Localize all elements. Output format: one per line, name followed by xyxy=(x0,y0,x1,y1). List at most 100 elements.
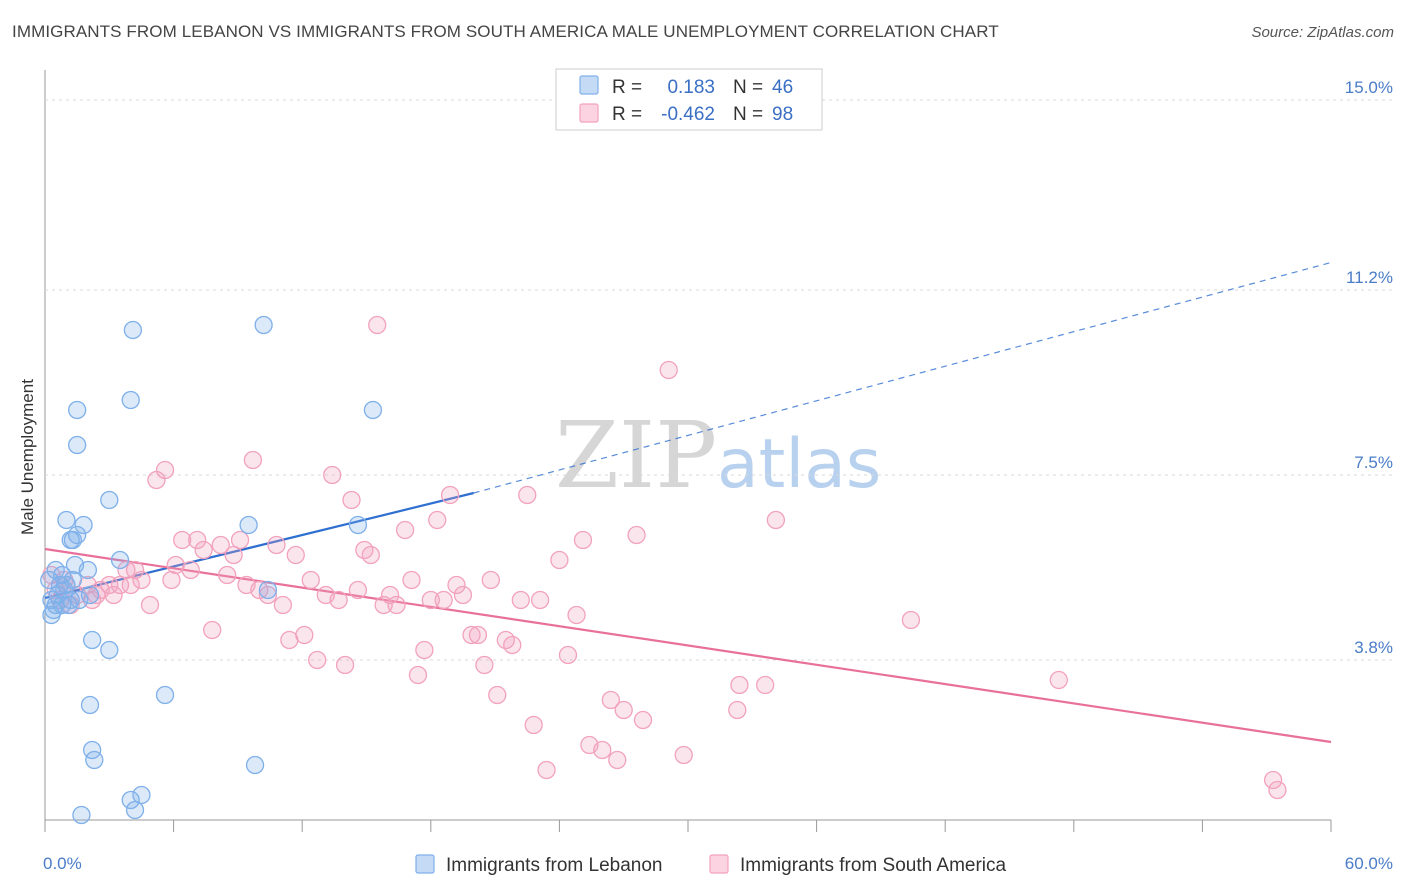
point-south-america xyxy=(181,560,200,580)
point-lebanon xyxy=(68,400,87,420)
point-south-america xyxy=(573,530,593,550)
point-lebanon xyxy=(68,435,87,455)
point-south-america xyxy=(387,595,406,615)
point-south-america xyxy=(361,545,380,565)
point-south-america xyxy=(503,635,522,655)
legend-r-label-1: R = xyxy=(612,77,642,98)
point-lebanon xyxy=(100,640,119,660)
point-lebanon xyxy=(52,595,72,615)
point-south-america xyxy=(530,590,550,610)
point-south-america xyxy=(447,575,466,595)
point-south-america xyxy=(1049,670,1068,690)
watermark-zip: ZIP xyxy=(555,402,717,509)
legend-r-value-2: -0.462 xyxy=(661,104,715,125)
stats-legend: R = 0.183 N = 46 R = -0.462 N = 98 xyxy=(555,68,823,131)
point-south-america xyxy=(730,675,749,695)
point-south-america xyxy=(408,665,428,685)
trend-line-south-america xyxy=(44,547,1332,744)
point-south-america xyxy=(614,700,633,720)
point-lebanon xyxy=(100,490,119,510)
point-south-america xyxy=(659,360,678,380)
point-lebanon xyxy=(121,390,140,410)
point-south-america xyxy=(273,595,293,615)
point-lebanon xyxy=(123,320,143,340)
source-credit: Source: ZipAtlas.com xyxy=(1251,24,1394,41)
y-tick-label: 15.0% xyxy=(1345,78,1393,97)
point-south-america xyxy=(230,530,250,550)
point-lebanon xyxy=(258,580,278,600)
point-south-america xyxy=(173,530,192,550)
point-south-america xyxy=(511,590,530,610)
point-south-america xyxy=(267,535,286,555)
point-south-america xyxy=(756,675,775,695)
point-south-america xyxy=(329,590,348,610)
point-south-america xyxy=(286,545,305,565)
scatter-points xyxy=(40,315,1287,825)
point-lebanon xyxy=(121,790,140,810)
x-tick-label-min: 0.0% xyxy=(43,854,82,873)
bottom-legend-label-south-america: Immigrants from South America xyxy=(740,855,1007,876)
legend-swatch-lebanon xyxy=(579,75,599,95)
point-south-america xyxy=(901,610,921,630)
point-lebanon xyxy=(85,750,104,770)
bottom-legend-swatch-south-america xyxy=(709,854,729,874)
point-south-america xyxy=(633,710,653,730)
point-south-america xyxy=(1268,780,1287,800)
y-tick-labels: 3.8% 7.5% 11.2% 15.0% xyxy=(1345,78,1393,657)
point-south-america xyxy=(488,685,507,705)
point-south-america xyxy=(728,700,747,720)
point-lebanon xyxy=(46,560,65,580)
point-lebanon xyxy=(72,805,91,825)
legend-n-label-1: N = xyxy=(733,77,763,98)
point-south-america xyxy=(323,465,342,485)
point-south-america xyxy=(558,645,578,665)
bottom-legend-label-lebanon: Immigrants from Lebanon xyxy=(446,855,663,876)
legend-r-label-2: R = xyxy=(612,104,642,125)
point-south-america xyxy=(188,530,207,550)
point-south-america xyxy=(374,595,393,615)
point-south-america xyxy=(308,650,327,670)
legend-n-value-1: 46 xyxy=(772,77,793,98)
watermark-atlas: atlas xyxy=(717,425,881,504)
point-south-america xyxy=(608,750,627,770)
point-south-america xyxy=(550,550,569,570)
point-lebanon xyxy=(74,515,93,535)
point-south-america xyxy=(462,625,481,645)
point-south-america xyxy=(601,690,620,710)
point-south-america xyxy=(295,625,314,645)
point-south-america xyxy=(766,510,786,530)
stats-legend-box xyxy=(555,68,823,131)
point-south-america xyxy=(132,570,151,590)
y-tick-label: 3.8% xyxy=(1354,638,1393,657)
point-south-america xyxy=(421,590,440,610)
x-tick-label-max: 60.0% xyxy=(1345,854,1393,873)
point-south-america xyxy=(140,595,160,615)
point-south-america xyxy=(440,485,460,505)
legend-swatch-south-america xyxy=(579,103,599,123)
point-lebanon xyxy=(80,695,100,715)
point-south-america xyxy=(567,605,586,625)
point-south-america xyxy=(524,715,543,735)
point-lebanon xyxy=(83,630,102,650)
point-south-america xyxy=(1263,770,1283,790)
point-south-america xyxy=(428,510,447,530)
point-south-america xyxy=(481,570,500,590)
point-lebanon xyxy=(110,550,130,570)
point-south-america xyxy=(402,570,421,590)
point-south-america xyxy=(627,525,646,545)
point-south-america xyxy=(453,585,473,605)
y-tick-label: 7.5% xyxy=(1354,453,1393,472)
legend-r-value-1: 0.183 xyxy=(667,77,715,98)
y-tick-label: 11.2% xyxy=(1346,268,1393,287)
point-south-america xyxy=(593,740,612,760)
point-south-america xyxy=(395,520,415,540)
point-south-america xyxy=(104,585,123,605)
point-lebanon xyxy=(70,590,89,610)
point-lebanon xyxy=(348,515,368,535)
trend-line-dashed-lebanon xyxy=(473,261,1332,494)
point-south-america xyxy=(415,640,434,660)
point-lebanon xyxy=(65,555,85,575)
bottom-legend-swatch-lebanon xyxy=(415,854,435,874)
point-south-america xyxy=(194,540,213,560)
